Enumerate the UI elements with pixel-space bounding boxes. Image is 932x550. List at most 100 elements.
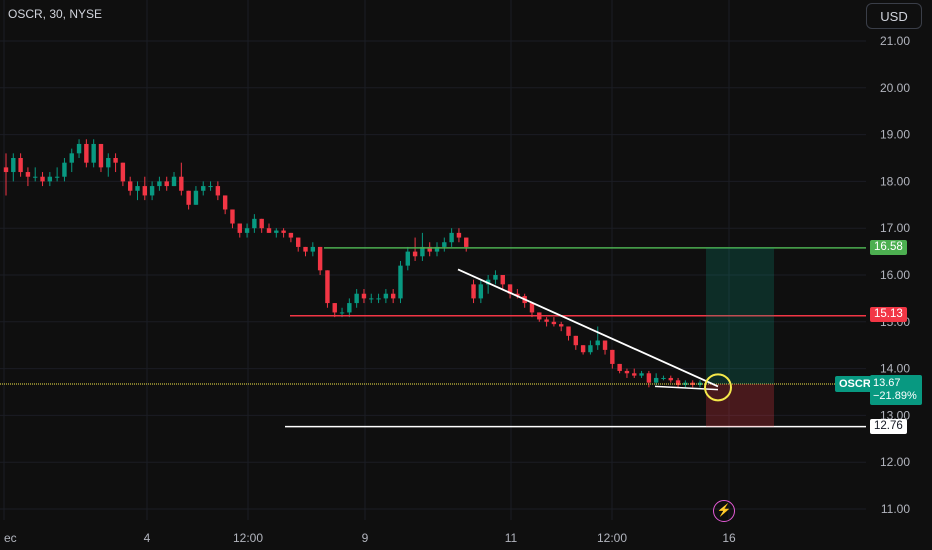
candle-body — [602, 340, 608, 350]
take-profit-price-label: 16.58 — [870, 240, 907, 255]
candle-body — [464, 237, 469, 247]
candle-body — [624, 370, 630, 374]
candle-body — [434, 246, 440, 252]
x-tick-label: 12:00 — [233, 531, 263, 545]
candle-body — [588, 345, 593, 353]
candle-body — [215, 186, 221, 196]
candle-body — [244, 228, 250, 233]
candle-body — [427, 246, 432, 252]
x-tick-label: 4 — [144, 531, 151, 545]
candle-body — [193, 190, 199, 205]
candle-body — [456, 232, 462, 238]
y-tick-label: 14.00 — [880, 362, 910, 376]
candle-body — [201, 186, 206, 191]
candle-body — [412, 251, 418, 257]
descending-trendline — [457, 268, 719, 388]
drawings-group[interactable] — [457, 247, 774, 427]
candle-body — [595, 340, 600, 346]
resistance-price-label: 15.13 — [870, 307, 907, 322]
candle-body — [208, 186, 213, 188]
position-loss-zone — [706, 384, 774, 427]
candle-body — [259, 218, 264, 229]
candle-body — [405, 251, 410, 266]
candle-body — [91, 143, 96, 163]
candle-body — [661, 377, 666, 379]
candle-body — [325, 270, 330, 304]
x-tick-label: 11 — [505, 531, 518, 545]
candle-body — [683, 382, 688, 385]
candle-body — [164, 181, 169, 187]
candle-body — [369, 298, 374, 300]
candle-body — [69, 153, 74, 163]
y-tick-label: 17.00 — [880, 221, 910, 235]
candle-body — [332, 303, 337, 313]
last-price-box: 13.67 −21.89% — [870, 375, 922, 405]
candle-body — [515, 293, 520, 297]
candle-body — [310, 246, 316, 252]
candle-body — [54, 176, 60, 178]
candle-body — [471, 284, 476, 299]
highlight-circle — [704, 373, 732, 402]
position-profit-zone — [706, 247, 774, 385]
candle-body — [544, 319, 549, 322]
candle-body — [390, 293, 396, 299]
candle-body — [617, 363, 622, 371]
candle-body — [274, 230, 279, 233]
x-tick-label: ec — [4, 531, 17, 545]
candles-group — [3, 139, 703, 388]
lightning-icon[interactable]: ⚡ — [713, 500, 735, 522]
candle-body — [11, 158, 16, 173]
candle-body — [127, 181, 133, 191]
candle-body — [266, 228, 272, 233]
candle-body — [668, 377, 673, 381]
candle-body — [551, 321, 557, 325]
candle-body — [646, 373, 652, 383]
last-price-value: 13.67 — [873, 377, 901, 389]
candle-body — [610, 349, 615, 364]
chart-grid — [0, 0, 866, 520]
candle-body — [33, 176, 38, 178]
candle-body — [84, 143, 89, 163]
y-tick-label: 18.00 — [880, 174, 910, 188]
candle-body — [653, 377, 659, 383]
candle-body — [478, 284, 484, 299]
candle-body — [632, 373, 637, 376]
y-tick-label: 21.00 — [880, 34, 910, 48]
candle-body — [675, 380, 681, 385]
candle-body — [98, 143, 104, 168]
candle-body — [296, 237, 301, 247]
candle-body — [106, 158, 111, 168]
candle-body — [580, 345, 586, 353]
candle-body — [559, 324, 564, 327]
currency-button[interactable]: USD — [866, 3, 922, 29]
candle-body — [573, 335, 579, 346]
symbol-title[interactable]: OSCR, 30, NYSE — [8, 7, 103, 21]
candle-body — [361, 293, 367, 299]
candle-body — [566, 326, 571, 336]
candle-body — [179, 176, 184, 191]
candle-body — [442, 242, 447, 247]
candle-body — [157, 181, 162, 187]
candle-body — [135, 186, 140, 191]
last-price-change: −21.89% — [873, 390, 917, 402]
candle-body — [529, 303, 535, 313]
candle-body — [500, 275, 505, 285]
candle-body — [142, 186, 147, 196]
candle-body — [149, 186, 155, 196]
candle-body — [252, 218, 257, 229]
x-tick-label: 16 — [722, 531, 736, 545]
candle-body — [303, 246, 308, 252]
candle-body — [639, 373, 644, 376]
y-tick-label: 19.00 — [880, 128, 910, 142]
candle-body — [347, 303, 352, 313]
time-axis[interactable]: ec 4 12:00 9 11 12:00 16 — [4, 531, 736, 545]
x-tick-label: 12:00 — [597, 531, 627, 545]
candle-body — [317, 246, 323, 271]
candle-body — [398, 265, 403, 299]
ticker-tag: OSCR — [835, 376, 875, 392]
price-axis[interactable]: 21.0020.0019.0018.0017.0016.0015.0014.00… — [880, 34, 910, 516]
candle-body — [420, 246, 425, 257]
price-levels-group — [0, 247, 866, 428]
candle-body — [383, 293, 389, 299]
